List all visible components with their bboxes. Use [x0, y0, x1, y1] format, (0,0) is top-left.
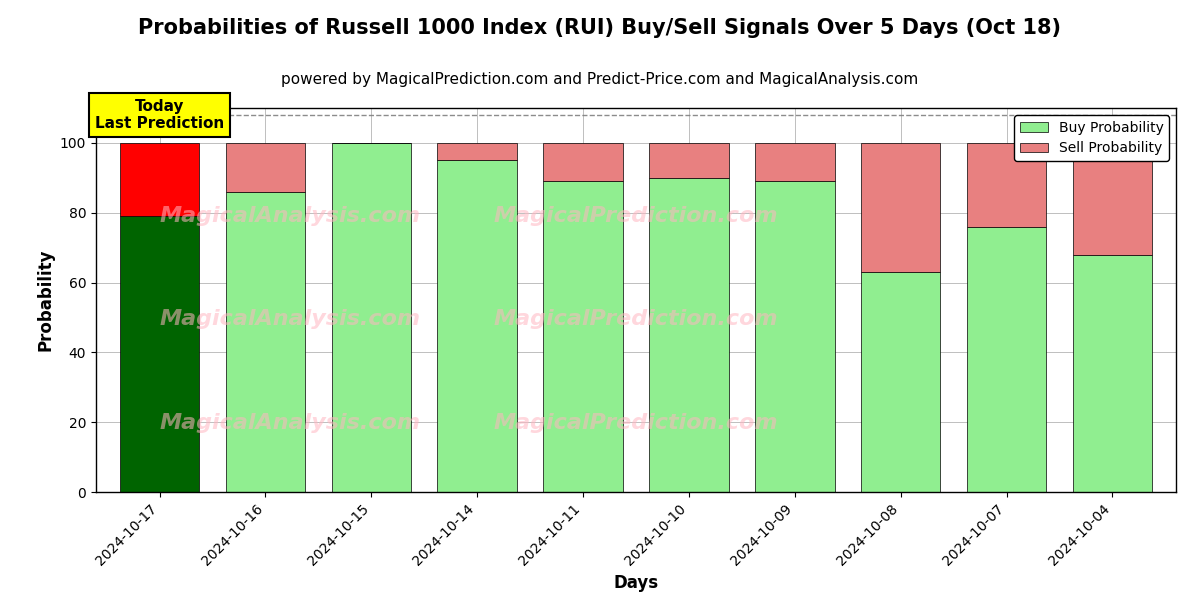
Bar [649, 143, 728, 178]
Bar [120, 216, 199, 492]
Text: MagicalAnalysis.com: MagicalAnalysis.com [160, 413, 421, 433]
Bar [120, 143, 199, 216]
Bar [226, 143, 305, 192]
Text: MagicalPrediction.com: MagicalPrediction.com [493, 309, 779, 329]
Bar [544, 143, 623, 181]
Bar [331, 143, 412, 492]
Bar [438, 143, 517, 160]
Legend: Buy Probability, Sell Probability: Buy Probability, Sell Probability [1014, 115, 1169, 161]
Bar [862, 272, 941, 492]
Bar [226, 192, 305, 492]
X-axis label: Days: Days [613, 574, 659, 592]
Text: MagicalAnalysis.com: MagicalAnalysis.com [160, 309, 421, 329]
Text: MagicalAnalysis.com: MagicalAnalysis.com [160, 206, 421, 226]
Text: MagicalPrediction.com: MagicalPrediction.com [493, 413, 779, 433]
Bar [544, 181, 623, 492]
Bar [967, 227, 1046, 492]
Bar [438, 160, 517, 492]
Bar [649, 178, 728, 492]
Bar [967, 143, 1046, 227]
Text: Today
Last Prediction: Today Last Prediction [95, 99, 224, 131]
Bar [1073, 143, 1152, 254]
Text: powered by MagicalPrediction.com and Predict-Price.com and MagicalAnalysis.com: powered by MagicalPrediction.com and Pre… [281, 72, 919, 87]
Bar [755, 143, 834, 181]
Bar [862, 143, 941, 272]
Text: MagicalPrediction.com: MagicalPrediction.com [493, 206, 779, 226]
Y-axis label: Probability: Probability [36, 249, 54, 351]
Bar [1073, 254, 1152, 492]
Bar [755, 181, 834, 492]
Text: Probabilities of Russell 1000 Index (RUI) Buy/Sell Signals Over 5 Days (Oct 18): Probabilities of Russell 1000 Index (RUI… [138, 18, 1062, 38]
